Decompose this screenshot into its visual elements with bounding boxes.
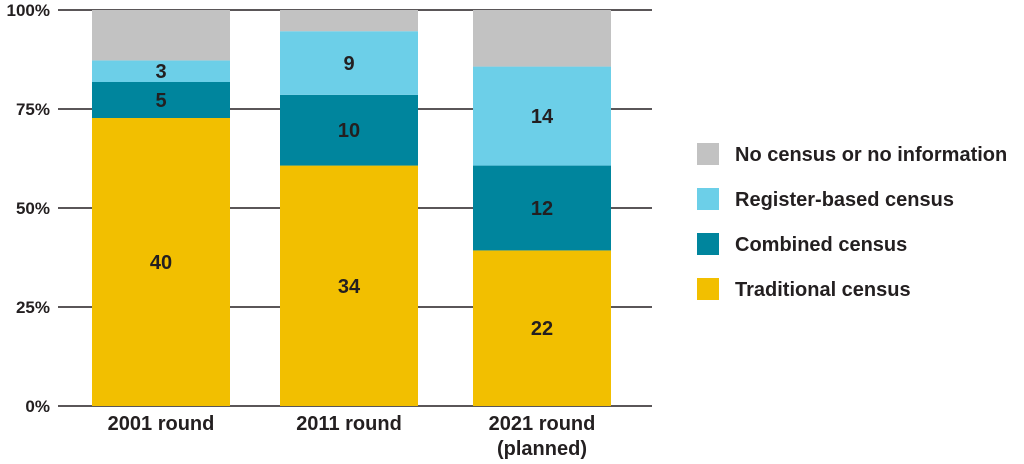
category-label: 2011 round (296, 413, 402, 435)
legend: No census or no information Register-base… (697, 143, 1007, 301)
legend-swatch (697, 233, 719, 255)
category-label: (planned) (497, 438, 587, 460)
bar-segment (92, 118, 230, 406)
segment-data-label: 10 (338, 120, 360, 142)
y-tick-label: 0% (25, 397, 50, 416)
y-tick-label: 25% (16, 298, 50, 317)
segment-data-label: 9 (343, 53, 354, 75)
bar-segment (280, 165, 418, 406)
segment-data-label: 12 (531, 198, 553, 220)
legend-label: Combined census (735, 234, 907, 256)
y-tick-label: 50% (16, 199, 50, 218)
bar-segment (92, 60, 230, 82)
bar-segment (280, 31, 418, 95)
segment-data-label: 14 (531, 106, 554, 128)
bar-segment (92, 10, 230, 61)
segment-labels: 40 5 3 34 10 9 22 12 14 (150, 53, 554, 340)
bar-segment (92, 82, 230, 118)
legend-swatch (697, 143, 719, 165)
bar-segment (473, 10, 611, 67)
legend-label: No census or no information (735, 144, 1007, 166)
bar-segment (280, 94, 418, 166)
legend-item: Register-based census (697, 188, 954, 211)
legend-swatch (697, 188, 719, 210)
legend-label: Register-based census (735, 189, 954, 211)
category-label: 2001 round (108, 413, 215, 435)
bar-segment (473, 250, 611, 406)
legend-swatch (697, 278, 719, 300)
y-tick-label: 75% (16, 100, 50, 119)
legend-item: No census or no information (697, 143, 1007, 166)
bar-segment (473, 165, 611, 251)
segment-data-label: 22 (531, 318, 553, 340)
bar-segment (473, 66, 611, 166)
category-label: 2021 round (489, 413, 596, 435)
bar-segment (280, 10, 418, 32)
y-tick-label: 100% (7, 1, 50, 20)
y-axis: 0% 25% 50% 75% 100% (7, 1, 50, 416)
segment-data-label: 40 (150, 252, 172, 274)
bars: 40 5 3 34 10 9 22 12 14 (92, 10, 611, 406)
legend-label: Traditional census (735, 279, 911, 301)
legend-item: Traditional census (697, 278, 911, 301)
segment-data-label: 34 (338, 276, 361, 298)
legend-item: Combined census (697, 233, 907, 256)
segment-data-label: 5 (155, 90, 166, 112)
x-axis-labels: 2001 round 2011 round 2021 round (planned) (108, 413, 596, 460)
segment-data-label: 3 (155, 61, 166, 83)
